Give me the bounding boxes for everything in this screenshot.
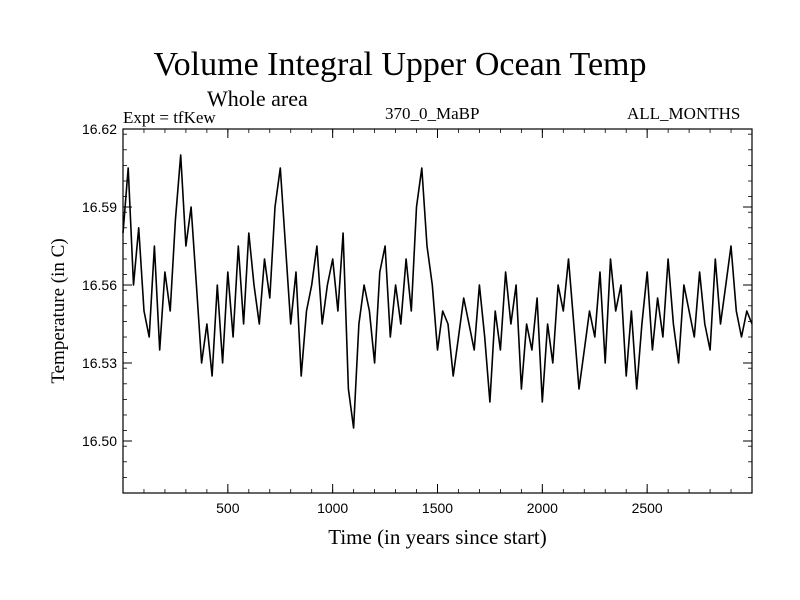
chart-subtitle: Whole area — [207, 86, 308, 111]
plot-frame — [122, 128, 753, 494]
x-tick-label: 1000 — [317, 500, 348, 516]
chart-title: Volume Integral Upper Ocean Temp — [153, 46, 647, 83]
run-label: 370_0_MaBP — [385, 104, 480, 123]
x-tick-label: 2500 — [632, 500, 663, 516]
y-axis-label: Temperature (in C) — [48, 238, 69, 383]
y-tick-label: 16.56 — [82, 277, 117, 293]
y-tick-label: 16.62 — [82, 121, 117, 137]
x-tick-label: 2000 — [527, 500, 558, 516]
months-label: ALL_MONTHS — [627, 104, 741, 123]
y-tick-label: 16.59 — [82, 199, 117, 215]
y-tick-label: 16.50 — [82, 433, 117, 449]
x-tick-label: 500 — [216, 500, 240, 516]
series-line — [122, 154, 753, 429]
x-axis-label: Time (in years since start) — [328, 525, 547, 549]
experiment-label: Expt = tfKew — [123, 108, 216, 127]
x-tick-label: 1500 — [422, 500, 453, 516]
y-tick-label: 16.53 — [82, 355, 117, 371]
